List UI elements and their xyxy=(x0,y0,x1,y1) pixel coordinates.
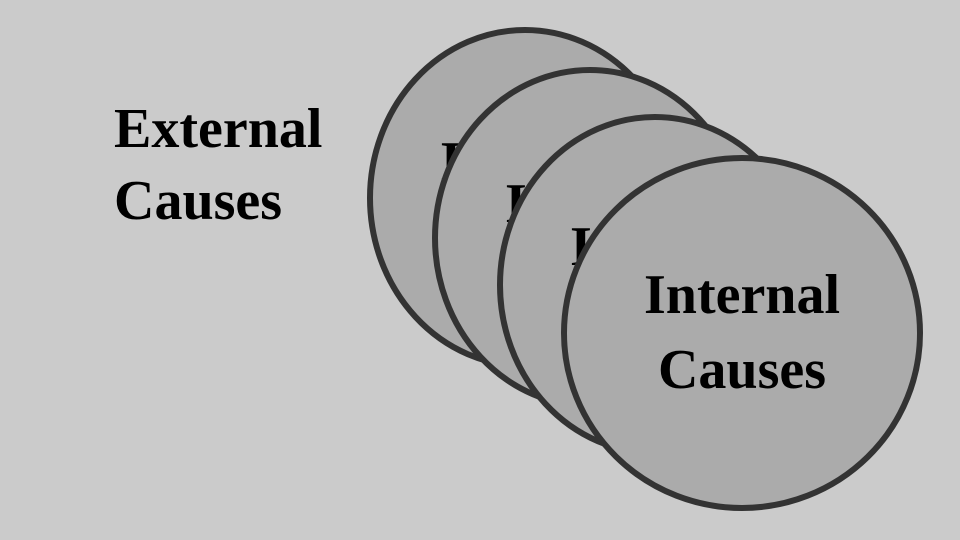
external-causes-line1: External xyxy=(114,98,323,160)
external-causes-label: External Causes xyxy=(114,93,322,237)
internal-causes-line2: Causes xyxy=(658,339,826,401)
internal-disc-front: Internal Causes xyxy=(561,155,923,511)
internal-causes-line1: Internal xyxy=(644,264,840,326)
external-causes-line2: Causes xyxy=(114,170,283,232)
